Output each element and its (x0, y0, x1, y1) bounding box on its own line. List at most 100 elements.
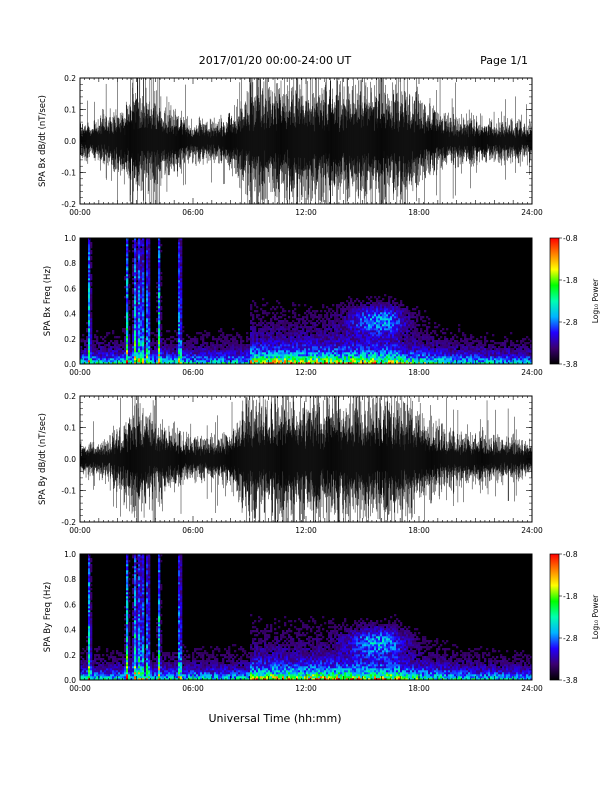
spectrogram-cell (468, 350, 471, 353)
spectrogram-cell (378, 336, 381, 339)
spectrogram-cell (156, 300, 159, 303)
spectrogram-cell (90, 344, 93, 347)
spectrogram-cell (146, 242, 149, 245)
spectrogram-cell (134, 324, 137, 327)
spectrogram-cell (180, 326, 183, 329)
spectrogram-cell (400, 310, 403, 313)
spectrogram-cell (368, 332, 371, 335)
spectrogram-cell (280, 344, 283, 347)
spectrogram-cell (346, 352, 349, 355)
spectrogram-cell (340, 314, 343, 317)
spectrogram-cell (146, 324, 149, 327)
spectrogram-cell (170, 352, 173, 355)
spectrogram-cell (204, 356, 207, 359)
spectrogram-cell (352, 336, 355, 339)
spectrogram-cell (136, 278, 139, 281)
spectrogram-cell (142, 244, 145, 247)
spectrogram-cell (370, 334, 373, 337)
spectrogram-cell (528, 350, 531, 353)
spectrogram-cell (416, 348, 419, 351)
spectrogram-cell (142, 264, 145, 267)
spectrogram-cell (342, 332, 345, 335)
spectrogram-cell (250, 360, 253, 363)
bx-spectrogram-ticks: 00:00 06:00 12:00 18:00 24:001.00.80.60.40.2… (64, 234, 543, 377)
spectrogram-cell (292, 312, 295, 315)
spectrogram-cell (152, 356, 155, 359)
spectrogram-cell (134, 302, 137, 305)
spectrogram-cell (422, 342, 425, 345)
spectrogram-cell (276, 306, 279, 309)
spectrogram-cell (132, 278, 135, 281)
spectrogram-cell (388, 344, 391, 347)
spectrogram-cell (480, 346, 483, 349)
y-tick-label: 0.2 (64, 74, 76, 83)
spectrogram-cell (220, 352, 223, 355)
spectrogram-cell (452, 344, 455, 347)
spectrogram-cell (330, 328, 333, 331)
spectrogram-cell (230, 354, 233, 357)
spectrogram-cell (320, 340, 323, 343)
spectrogram-cell (146, 264, 149, 267)
spectrogram-cell (178, 354, 181, 357)
spectrogram-cell (374, 344, 377, 347)
spectrogram-cell (158, 288, 161, 291)
spectrogram-cell (148, 314, 151, 317)
spectrogram-cell (302, 328, 305, 331)
spectrogram-cell (140, 244, 143, 247)
spectrogram-cell (324, 310, 327, 313)
spectrogram-cell (408, 310, 411, 313)
spectrogram-cell (350, 314, 353, 317)
spectrogram-cell (370, 362, 373, 365)
spectrogram-cell (358, 344, 361, 347)
spectrogram-cell (90, 290, 93, 293)
spectrogram-cell (350, 342, 353, 345)
spectrogram-cell (378, 304, 381, 307)
spectrogram-cell (284, 310, 287, 313)
spectrogram-cell (372, 318, 375, 321)
spectrogram-cell (486, 332, 489, 335)
spectrogram-cell (100, 358, 103, 361)
spectrogram-cell (342, 326, 345, 329)
spectrogram-cell (300, 324, 303, 327)
spectrogram-cell (90, 358, 93, 361)
spectrogram-cell (206, 350, 209, 353)
spectrogram-cell (256, 338, 259, 341)
spectrogram-cell (348, 308, 351, 311)
spectrogram-cell (332, 360, 335, 363)
spectrogram-cell (216, 338, 219, 341)
spectrogram-cell (92, 352, 95, 355)
spectrogram-cell (144, 344, 147, 347)
spectrogram-cell (346, 300, 349, 303)
spectrogram-cell (368, 314, 371, 317)
spectrogram-cell (296, 350, 299, 353)
spectrogram-cell (260, 362, 263, 365)
spectrogram-cell (448, 344, 451, 347)
spectrogram-cell (296, 330, 299, 333)
x-tick-label: 06:00 (182, 208, 204, 217)
spectrogram-cell (348, 316, 351, 319)
spectrogram-cell (276, 322, 279, 325)
spectrogram-cell (428, 354, 431, 357)
spectrogram-cell (296, 322, 299, 325)
spectrogram-cell (134, 276, 137, 279)
spectrogram-cell (88, 356, 91, 359)
spectrogram-cell (346, 308, 349, 311)
spectrogram-cell (306, 346, 309, 349)
spectrogram-cell (284, 322, 287, 325)
spectrogram-cell (320, 346, 323, 349)
spectrogram-cell (142, 286, 145, 289)
spectrogram-cell (138, 246, 141, 249)
spectrogram-cell (372, 326, 375, 329)
spectrogram-cell (458, 362, 461, 365)
spectrogram-cell (126, 340, 129, 343)
spectrogram-cell (232, 342, 235, 345)
spectrogram-cell (280, 342, 283, 345)
spectrogram-cell (350, 330, 353, 333)
spectrogram-cell (374, 352, 377, 355)
spectrogram-cell (300, 340, 303, 343)
spectrogram-cell (342, 316, 345, 319)
spectrogram-cell (112, 332, 115, 335)
spectrogram-cell (180, 288, 183, 291)
spectrogram-cell (458, 344, 461, 347)
spectrogram-cell (350, 320, 353, 323)
